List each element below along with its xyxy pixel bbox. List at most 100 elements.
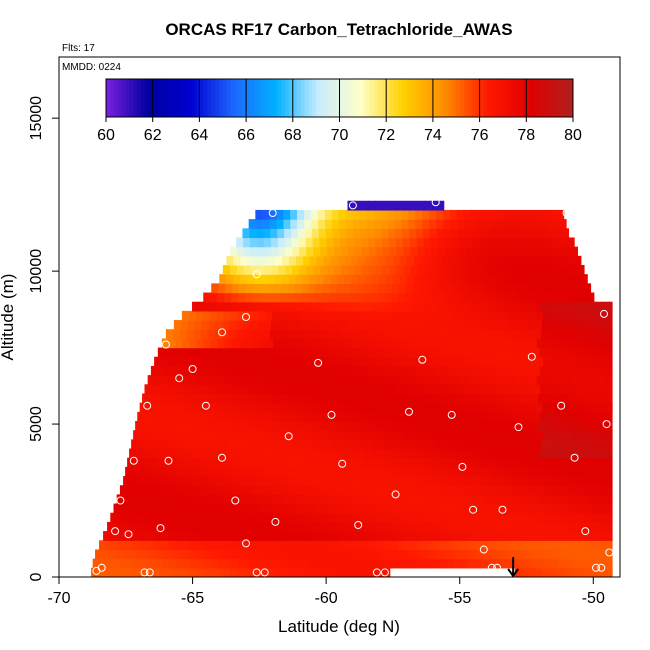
heatmap-cell bbox=[158, 494, 166, 505]
heatmap-cell bbox=[388, 228, 396, 239]
heatmap-cell bbox=[144, 494, 153, 505]
heatmap-cell bbox=[488, 485, 496, 496]
heatmap-cell bbox=[134, 503, 142, 514]
heatmap-cell bbox=[314, 338, 323, 349]
heatmap-cell bbox=[601, 301, 610, 312]
heatmap-cell bbox=[484, 384, 493, 395]
heatmap-cell bbox=[500, 246, 509, 257]
heatmap-cell bbox=[276, 384, 284, 395]
heatmap-cell bbox=[321, 292, 329, 303]
heatmap-cell bbox=[390, 540, 399, 551]
heatmap-cell bbox=[401, 209, 409, 220]
heatmap-cell bbox=[400, 476, 409, 486]
heatmap-cell bbox=[439, 558, 448, 569]
heatmap-cell bbox=[491, 411, 500, 422]
heatmap-cell bbox=[532, 347, 541, 358]
heatmap-cell bbox=[148, 558, 156, 569]
heatmap-cell bbox=[214, 329, 223, 340]
heatmap-cell bbox=[456, 411, 465, 422]
heatmap-cell bbox=[509, 457, 517, 468]
heatmap-cell bbox=[520, 512, 528, 523]
heatmap-cell bbox=[304, 494, 312, 505]
heatmap-cell bbox=[217, 292, 225, 303]
heatmap-cell bbox=[249, 512, 257, 523]
heatmap-cell bbox=[240, 255, 248, 266]
heatmap-cell bbox=[425, 485, 434, 496]
heatmap-cell bbox=[536, 540, 545, 551]
heatmap-cell bbox=[331, 476, 340, 486]
sample-point bbox=[242, 313, 250, 321]
heatmap-cell bbox=[359, 411, 368, 422]
heatmap-cell bbox=[555, 466, 564, 477]
heatmap-cell bbox=[404, 485, 413, 496]
heatmap-cell bbox=[383, 485, 392, 496]
heatmap-cell bbox=[139, 466, 147, 477]
heatmap-cell bbox=[234, 365, 242, 376]
heatmap-cell bbox=[243, 466, 251, 477]
heatmap-cell bbox=[574, 365, 583, 376]
colorbar-segment bbox=[234, 79, 239, 117]
heatmap-cell bbox=[389, 402, 398, 413]
heatmap-cell bbox=[587, 448, 596, 459]
heatmap-cell bbox=[184, 448, 193, 459]
heatmap-cell bbox=[206, 549, 214, 560]
heatmap-cell bbox=[536, 457, 545, 468]
heatmap-cell bbox=[368, 466, 376, 477]
heatmap-cell bbox=[260, 421, 268, 431]
heatmap-cell bbox=[376, 292, 385, 303]
heatmap-cell bbox=[581, 549, 589, 560]
heatmap-cell bbox=[216, 567, 224, 577]
heatmap-cell bbox=[202, 356, 211, 367]
heatmap-cell bbox=[519, 209, 527, 220]
heatmap-cell bbox=[543, 485, 552, 496]
heatmap-cell bbox=[500, 320, 508, 330]
heatmap-cell bbox=[570, 265, 578, 275]
heatmap-cell bbox=[515, 356, 523, 367]
heatmap-cell bbox=[325, 439, 334, 450]
heatmap-cell bbox=[594, 301, 603, 312]
heatmap-cell bbox=[213, 549, 221, 560]
colorbar-segment bbox=[499, 79, 504, 117]
colorbar-segment bbox=[382, 79, 387, 117]
heatmap-cell bbox=[160, 402, 169, 413]
heatmap-cell bbox=[358, 274, 366, 284]
heatmap-cell bbox=[306, 430, 315, 440]
heatmap-cell bbox=[543, 292, 552, 303]
heatmap-cell bbox=[169, 393, 178, 404]
sample-point bbox=[391, 490, 400, 499]
heatmap-cell bbox=[524, 421, 532, 431]
heatmap-cell bbox=[498, 219, 507, 229]
heatmap-cell bbox=[195, 402, 203, 413]
heatmap-cell bbox=[339, 439, 348, 450]
heatmap-cell bbox=[227, 347, 235, 358]
heatmap-cell bbox=[310, 347, 319, 358]
heatmap-cell bbox=[602, 365, 610, 376]
heatmap-cell bbox=[381, 439, 389, 450]
heatmap-cell bbox=[512, 411, 520, 422]
heatmap-cell bbox=[403, 200, 411, 211]
heatmap-cell bbox=[153, 567, 162, 577]
heatmap-cell bbox=[408, 384, 416, 395]
heatmap-cell bbox=[248, 347, 256, 358]
heatmap-cell bbox=[387, 365, 395, 376]
colorbar-tick-label: 74 bbox=[424, 127, 442, 144]
heatmap-cell bbox=[496, 283, 504, 294]
x-tick-label: -55 bbox=[448, 590, 471, 607]
heatmap-cell bbox=[514, 466, 522, 477]
heatmap-cell bbox=[346, 439, 354, 450]
heatmap-cell bbox=[397, 292, 406, 303]
heatmap-cell bbox=[181, 402, 189, 413]
heatmap-cell bbox=[143, 448, 151, 459]
heatmap-cell bbox=[307, 338, 316, 349]
heatmap-cell bbox=[452, 430, 461, 440]
heatmap-cell bbox=[504, 274, 512, 284]
heatmap-cell bbox=[293, 310, 301, 321]
heatmap-cell bbox=[547, 439, 556, 450]
heatmap-cell bbox=[539, 549, 548, 560]
colorbar-segment bbox=[456, 79, 461, 117]
heatmap-cell bbox=[475, 421, 484, 431]
heatmap-cell bbox=[192, 476, 201, 486]
heatmap-cell bbox=[129, 448, 137, 459]
heatmap-cell bbox=[232, 421, 240, 431]
heatmap-cell bbox=[231, 503, 240, 514]
